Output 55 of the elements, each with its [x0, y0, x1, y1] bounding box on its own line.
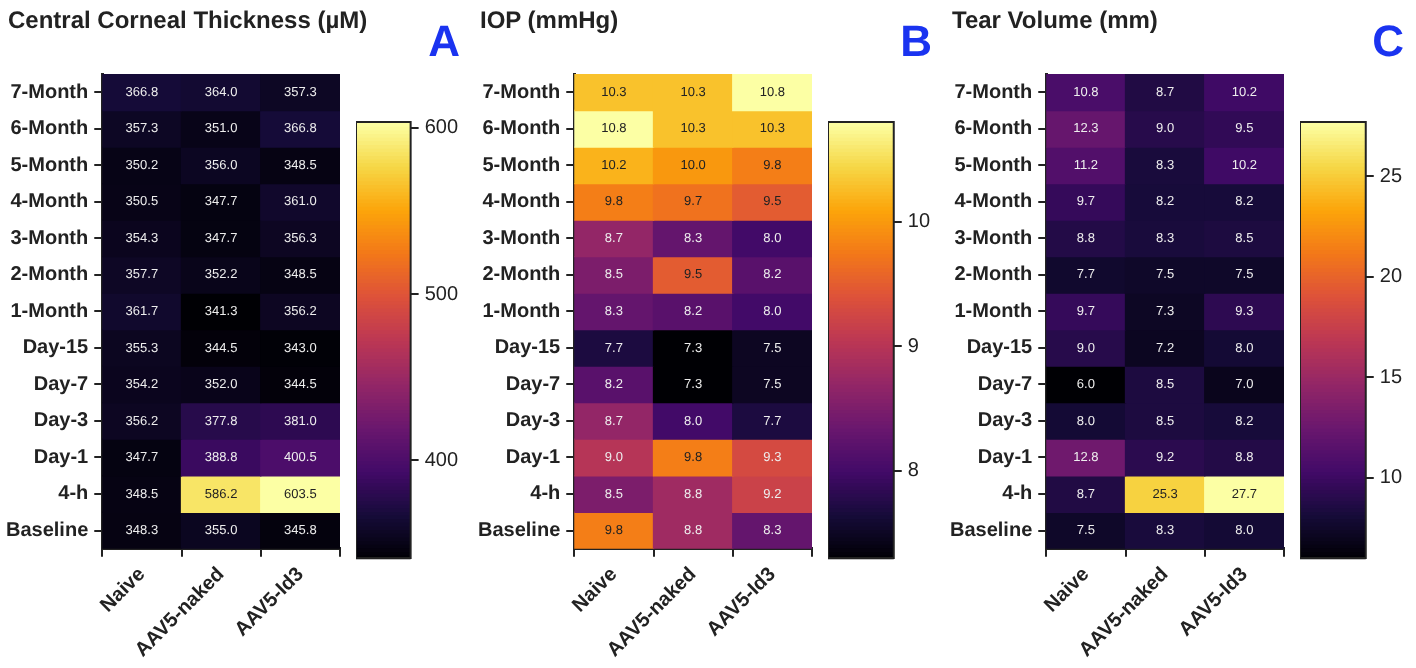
y-tick-label: Day-3	[505, 410, 562, 433]
chart-title: IOP (mmHg)	[480, 6, 619, 34]
y-tick-label: 3-Month	[10, 227, 89, 250]
y-tick-label: Day-7	[33, 373, 90, 396]
y-tick-label: 3-Month	[482, 227, 561, 250]
y-tick-label: 4-Month	[954, 191, 1033, 214]
y-tick-label: Day-7	[505, 373, 562, 396]
y-tick-label: 2-Month	[482, 264, 561, 287]
y-tick-label: 6-Month	[482, 118, 561, 141]
color-bar-label: 9	[907, 335, 920, 358]
y-tick-label: Day-1	[977, 446, 1034, 469]
y-tick-label: 5-Month	[10, 154, 89, 177]
y-tick-label: 4-h	[1002, 483, 1033, 506]
text: B	[900, 16, 932, 66]
color-bar-label: 10	[907, 211, 931, 234]
chart-title: Central Corneal Thickness (µM)	[8, 6, 368, 34]
color-bar-label: 500	[424, 283, 459, 306]
y-tick-label: Day-15	[22, 337, 90, 360]
text: C	[1372, 16, 1404, 66]
y-tick-label: Day-1	[33, 446, 90, 469]
y-tick-label: Baseline	[949, 520, 1034, 543]
y-tick-label: 2-Month	[954, 264, 1033, 287]
text: A	[428, 16, 460, 66]
y-tick-label: Day-7	[977, 373, 1034, 396]
y-tick-label: 7-Month	[10, 81, 89, 104]
y-tick-label: 4-h	[58, 483, 89, 506]
color-bar-label: 400	[424, 449, 459, 472]
y-tick-label: 5-Month	[482, 154, 561, 177]
y-tick-label: Day-3	[33, 410, 90, 433]
y-tick-label: 5-Month	[954, 154, 1033, 177]
color-bar-label: 8	[907, 460, 920, 483]
y-tick-label: 7-Month	[954, 81, 1033, 104]
y-tick-label: 1-Month	[954, 300, 1033, 323]
y-tick-label: Day-15	[966, 337, 1034, 360]
color-bar-label: 25	[1379, 165, 1403, 188]
y-tick-label: 6-Month	[954, 118, 1033, 141]
chart-title: Tear Volume (mm)	[952, 6, 1158, 34]
y-tick-label: Day-1	[505, 446, 562, 469]
y-tick-label: 3-Month	[954, 227, 1033, 250]
y-tick-label: Baseline	[477, 520, 562, 543]
y-tick-label: 1-Month	[10, 300, 89, 323]
y-tick-label: 6-Month	[10, 118, 89, 141]
y-tick-label: 7-Month	[482, 81, 561, 104]
y-tick-label: 4-Month	[482, 191, 561, 214]
y-tick-label: 4-h	[530, 483, 561, 506]
color-bar-label: 20	[1379, 266, 1403, 289]
y-tick-label: Day-15	[494, 337, 562, 360]
y-tick-label: Day-3	[977, 410, 1034, 433]
color-bar-label: 10	[1379, 467, 1403, 490]
y-tick-label: Baseline	[5, 520, 90, 543]
y-tick-label: 4-Month	[10, 191, 89, 214]
color-bar-label: 600	[424, 117, 459, 140]
y-tick-label: 2-Month	[10, 264, 89, 287]
y-tick-label: 1-Month	[482, 300, 561, 323]
color-bar-label: 15	[1379, 366, 1403, 389]
